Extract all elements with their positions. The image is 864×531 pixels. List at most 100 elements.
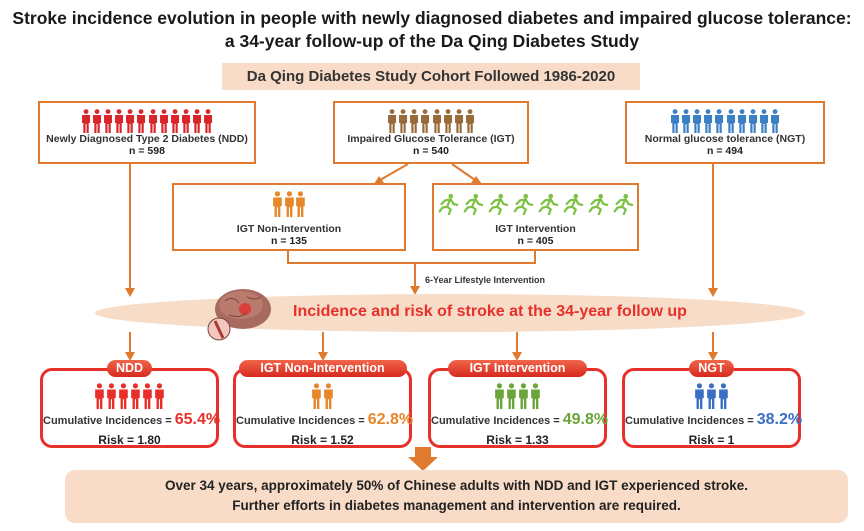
result-arrow bbox=[512, 352, 522, 361]
cohort-banner: Da Qing Diabetes Study Cohort Followed 1… bbox=[222, 63, 640, 90]
person-icon bbox=[465, 109, 474, 133]
igt-split-arrows bbox=[374, 163, 482, 184]
runner-icon bbox=[463, 193, 484, 215]
person-icon bbox=[107, 383, 116, 409]
igt-non-label: IGT Non-Intervention bbox=[236, 223, 342, 235]
person-icon bbox=[770, 109, 779, 133]
person-icon bbox=[296, 191, 306, 217]
person-icon bbox=[159, 109, 168, 133]
person-icon bbox=[95, 383, 105, 409]
intervention-label: 6-Year Lifestyle Intervention bbox=[425, 275, 546, 285]
result-box: Cumulative Incidences = 49.8% Risk = 1.3… bbox=[428, 368, 608, 448]
person-icon bbox=[737, 109, 746, 133]
person-icon bbox=[82, 109, 91, 133]
ci-label: Cumulative Incidences = bbox=[625, 415, 754, 427]
igt-label: Impaired Glucose Tolerance (IGT) bbox=[347, 133, 515, 145]
result-people-icons bbox=[236, 383, 409, 409]
result-connector bbox=[516, 332, 518, 354]
result-box: Cumulative Incidences = 62.8% Risk = 1.5… bbox=[233, 368, 413, 448]
title-line-2: a 34-year follow-up of the Da Qing Diabe… bbox=[224, 31, 640, 51]
person-icon bbox=[748, 109, 757, 133]
merge-arrow bbox=[410, 286, 420, 295]
ndd-label: Newly Diagnosed Type 2 Diabetes (NDD) bbox=[46, 133, 248, 145]
person-icon bbox=[115, 109, 124, 133]
person-icon bbox=[410, 109, 419, 133]
title-line-1: Stroke incidence evolution in people wit… bbox=[12, 8, 852, 28]
result-people-icons bbox=[431, 383, 604, 409]
person-icon bbox=[519, 383, 528, 409]
cumulative-incidence: Cumulative Incidences = 49.8% bbox=[431, 411, 608, 429]
runner-icon bbox=[563, 193, 584, 215]
ngt-people-icons bbox=[627, 109, 823, 133]
igt-non-intervention-box: IGT Non-Intervention n = 135 bbox=[172, 183, 406, 251]
result-tab-ndd: NDD bbox=[106, 360, 153, 377]
runner-icon bbox=[488, 193, 509, 215]
ndd-box: Newly Diagnosed Type 2 Diabetes (NDD) n … bbox=[38, 101, 256, 164]
runner-icon bbox=[513, 193, 534, 215]
ndd-arrow bbox=[125, 288, 135, 297]
risk-value: Risk = 1.33 bbox=[486, 433, 549, 447]
result-tab-igt-non-intervention: IGT Non-Intervention bbox=[238, 360, 407, 377]
igt-non-people-icons bbox=[174, 191, 404, 217]
person-icon bbox=[399, 109, 408, 133]
ngt-box: Normal glucose tolerance (NGT) n = 494 bbox=[625, 101, 825, 164]
conclusion-arrow-icon bbox=[408, 447, 438, 471]
result-people-icons bbox=[43, 383, 216, 409]
conclusion-line-2: Further efforts in diabetes management a… bbox=[232, 498, 681, 513]
result-tab-igt-intervention: IGT Intervention bbox=[447, 360, 588, 377]
person-icon bbox=[104, 109, 113, 133]
person-icon bbox=[312, 383, 321, 409]
igt-int-runner-icons bbox=[434, 193, 637, 215]
runner-icon bbox=[588, 193, 609, 215]
ndd-n: n = 598 bbox=[129, 145, 165, 157]
person-icon bbox=[192, 109, 201, 133]
person-icon bbox=[324, 383, 333, 409]
igt-non-connector bbox=[287, 251, 289, 264]
runner-icon bbox=[538, 193, 559, 215]
person-icon bbox=[284, 191, 294, 217]
person-icon bbox=[682, 109, 691, 133]
person-icon bbox=[143, 383, 152, 409]
igt-box: Impaired Glucose Tolerance (IGT) n = 540 bbox=[333, 101, 529, 164]
ngt-label: Normal glucose tolerance (NGT) bbox=[644, 133, 806, 145]
ngt-arrow bbox=[708, 288, 718, 297]
runner-icon bbox=[438, 193, 459, 215]
person-icon bbox=[759, 109, 768, 133]
cumulative-incidence: Cumulative Incidences = 38.2% bbox=[625, 411, 802, 429]
risk-value: Risk = 1.80 bbox=[98, 433, 161, 447]
person-icon bbox=[126, 109, 135, 133]
person-icon bbox=[704, 109, 713, 133]
person-icon bbox=[131, 383, 140, 409]
merge-line bbox=[287, 262, 536, 264]
person-icon bbox=[719, 383, 728, 409]
ci-value: 49.8% bbox=[562, 411, 609, 428]
runner-icon bbox=[613, 193, 634, 215]
person-icon bbox=[495, 383, 504, 409]
result-box: Cumulative Incidences = 65.4% Risk = 1.8… bbox=[40, 368, 221, 448]
person-icon bbox=[148, 109, 157, 133]
brain-icon bbox=[207, 289, 271, 341]
igt-n: n = 540 bbox=[413, 145, 449, 157]
result-arrow bbox=[318, 352, 328, 361]
ci-label: Cumulative Incidences = bbox=[43, 415, 172, 427]
ngt-connector bbox=[712, 164, 714, 289]
risk-value: Risk = 1.52 bbox=[291, 433, 354, 447]
risk-value: Risk = 1 bbox=[688, 433, 735, 447]
person-icon bbox=[432, 109, 441, 133]
ci-value: 38.2% bbox=[756, 411, 803, 428]
result-arrow bbox=[708, 352, 718, 361]
result-connector bbox=[129, 332, 131, 354]
person-icon bbox=[137, 109, 146, 133]
igt-non-n: n = 135 bbox=[271, 235, 307, 247]
person-icon bbox=[443, 109, 452, 133]
person-icon bbox=[454, 109, 463, 133]
merge-down-line bbox=[414, 262, 416, 287]
igt-intervention-box: IGT Intervention n = 405 bbox=[432, 183, 639, 251]
result-arrow bbox=[125, 352, 135, 361]
person-icon bbox=[507, 383, 516, 409]
person-icon bbox=[181, 109, 190, 133]
person-icon bbox=[93, 109, 102, 133]
result-box: Cumulative Incidences = 38.2% Risk = 1 bbox=[622, 368, 802, 448]
ci-value: 65.4% bbox=[174, 411, 221, 428]
result-tab-ngt: NGT bbox=[688, 360, 735, 377]
